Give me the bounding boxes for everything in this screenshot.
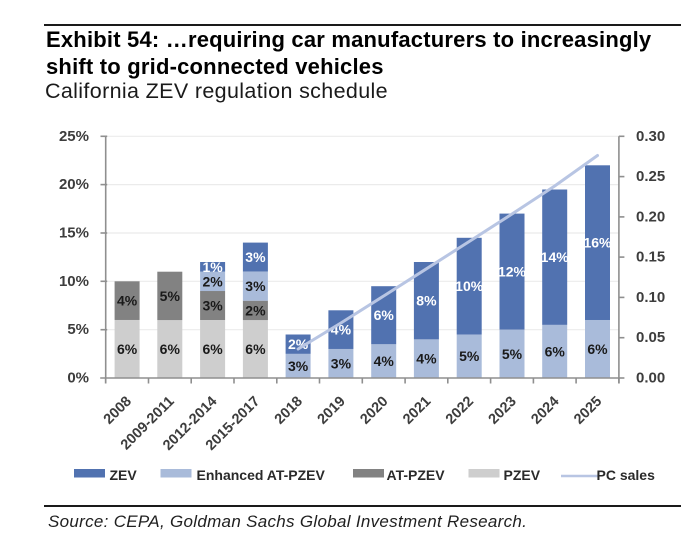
svg-text:6%: 6% <box>245 341 266 357</box>
svg-text:PZEV: PZEV <box>504 467 541 483</box>
svg-text:0.20: 0.20 <box>636 208 665 225</box>
svg-text:2020: 2020 <box>357 394 391 428</box>
svg-text:5%: 5% <box>160 288 181 304</box>
svg-text:5%: 5% <box>459 348 480 364</box>
svg-text:2025: 2025 <box>571 394 605 428</box>
svg-text:6%: 6% <box>160 341 181 357</box>
svg-text:4%: 4% <box>416 351 437 367</box>
svg-text:0.05: 0.05 <box>636 329 665 346</box>
svg-text:2022: 2022 <box>443 394 477 428</box>
svg-text:2018: 2018 <box>272 394 306 428</box>
svg-text:2%: 2% <box>202 273 223 289</box>
svg-text:4%: 4% <box>117 293 138 309</box>
svg-text:0.10: 0.10 <box>636 289 665 306</box>
svg-text:5%: 5% <box>502 346 523 362</box>
svg-text:3%: 3% <box>202 298 223 314</box>
svg-text:PC sales: PC sales <box>597 467 656 483</box>
svg-text:AT-PZEV: AT-PZEV <box>387 467 446 483</box>
svg-text:0%: 0% <box>67 370 89 387</box>
svg-text:0.25: 0.25 <box>636 168 665 185</box>
svg-text:0.15: 0.15 <box>636 249 665 266</box>
svg-text:15%: 15% <box>59 225 89 242</box>
svg-text:6%: 6% <box>374 307 395 323</box>
svg-text:2019: 2019 <box>315 394 349 428</box>
svg-text:5%: 5% <box>67 321 89 338</box>
svg-text:14%: 14% <box>541 249 570 265</box>
svg-text:2023: 2023 <box>486 394 520 428</box>
svg-text:0.00: 0.00 <box>636 370 665 387</box>
svg-text:16%: 16% <box>583 235 612 251</box>
svg-text:2008: 2008 <box>101 394 135 428</box>
svg-text:3%: 3% <box>245 278 266 294</box>
svg-text:20%: 20% <box>59 176 89 193</box>
svg-text:2%: 2% <box>288 336 309 352</box>
svg-text:0.30: 0.30 <box>636 128 665 145</box>
svg-text:2021: 2021 <box>400 394 434 428</box>
svg-text:10%: 10% <box>59 273 89 290</box>
svg-text:3%: 3% <box>288 358 309 374</box>
svg-text:8%: 8% <box>416 293 437 309</box>
svg-text:3%: 3% <box>331 356 352 372</box>
svg-text:2024: 2024 <box>528 394 562 428</box>
svg-text:25%: 25% <box>59 128 89 145</box>
svg-text:Enhanced AT-PZEV: Enhanced AT-PZEV <box>197 467 326 483</box>
svg-text:3%: 3% <box>245 249 266 265</box>
svg-text:6%: 6% <box>587 341 608 357</box>
svg-text:6%: 6% <box>117 341 138 357</box>
svg-text:2%: 2% <box>245 302 266 318</box>
svg-text:12%: 12% <box>498 264 527 280</box>
svg-text:6%: 6% <box>545 343 566 359</box>
svg-text:10%: 10% <box>455 278 484 294</box>
svg-text:ZEV: ZEV <box>110 467 138 483</box>
svg-text:4%: 4% <box>374 353 395 369</box>
svg-text:6%: 6% <box>202 341 223 357</box>
svg-text:1%: 1% <box>202 259 223 275</box>
